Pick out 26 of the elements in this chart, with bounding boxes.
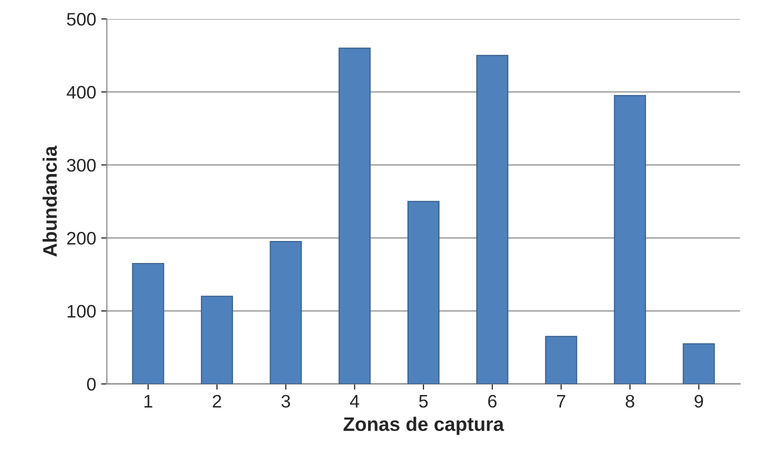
bar (338, 48, 371, 384)
x-tick-label: 3 (281, 394, 290, 408)
x-tick-label: 7 (557, 395, 566, 408)
y-tick-label: 500 (67, 12, 96, 26)
bar (545, 336, 578, 384)
bar (614, 95, 646, 384)
x-axis-title: Zonas de captura (344, 416, 504, 435)
y-tick-label: 300 (66, 158, 96, 172)
y-axis-title: Abundancia (42, 146, 57, 257)
bar (476, 54, 508, 384)
bar (407, 200, 440, 384)
y-tick-label: 400 (66, 86, 96, 99)
x-tick-label: 6 (488, 394, 497, 408)
bar (682, 343, 715, 384)
x-tick-label: 9 (694, 394, 703, 408)
x-tick-label: 1 (144, 395, 152, 408)
y-tick-label: 0 (87, 378, 96, 391)
x-tick-label: 8 (626, 394, 634, 408)
x-tick-label: 5 (419, 395, 428, 408)
bar (200, 296, 233, 384)
x-tick-label: 4 (350, 395, 360, 408)
y-tick-label: 200 (67, 232, 96, 245)
bar (270, 241, 302, 384)
x-tick-label: 2 (212, 394, 222, 408)
y-tick-label: 100 (68, 304, 96, 318)
bar (132, 262, 164, 384)
